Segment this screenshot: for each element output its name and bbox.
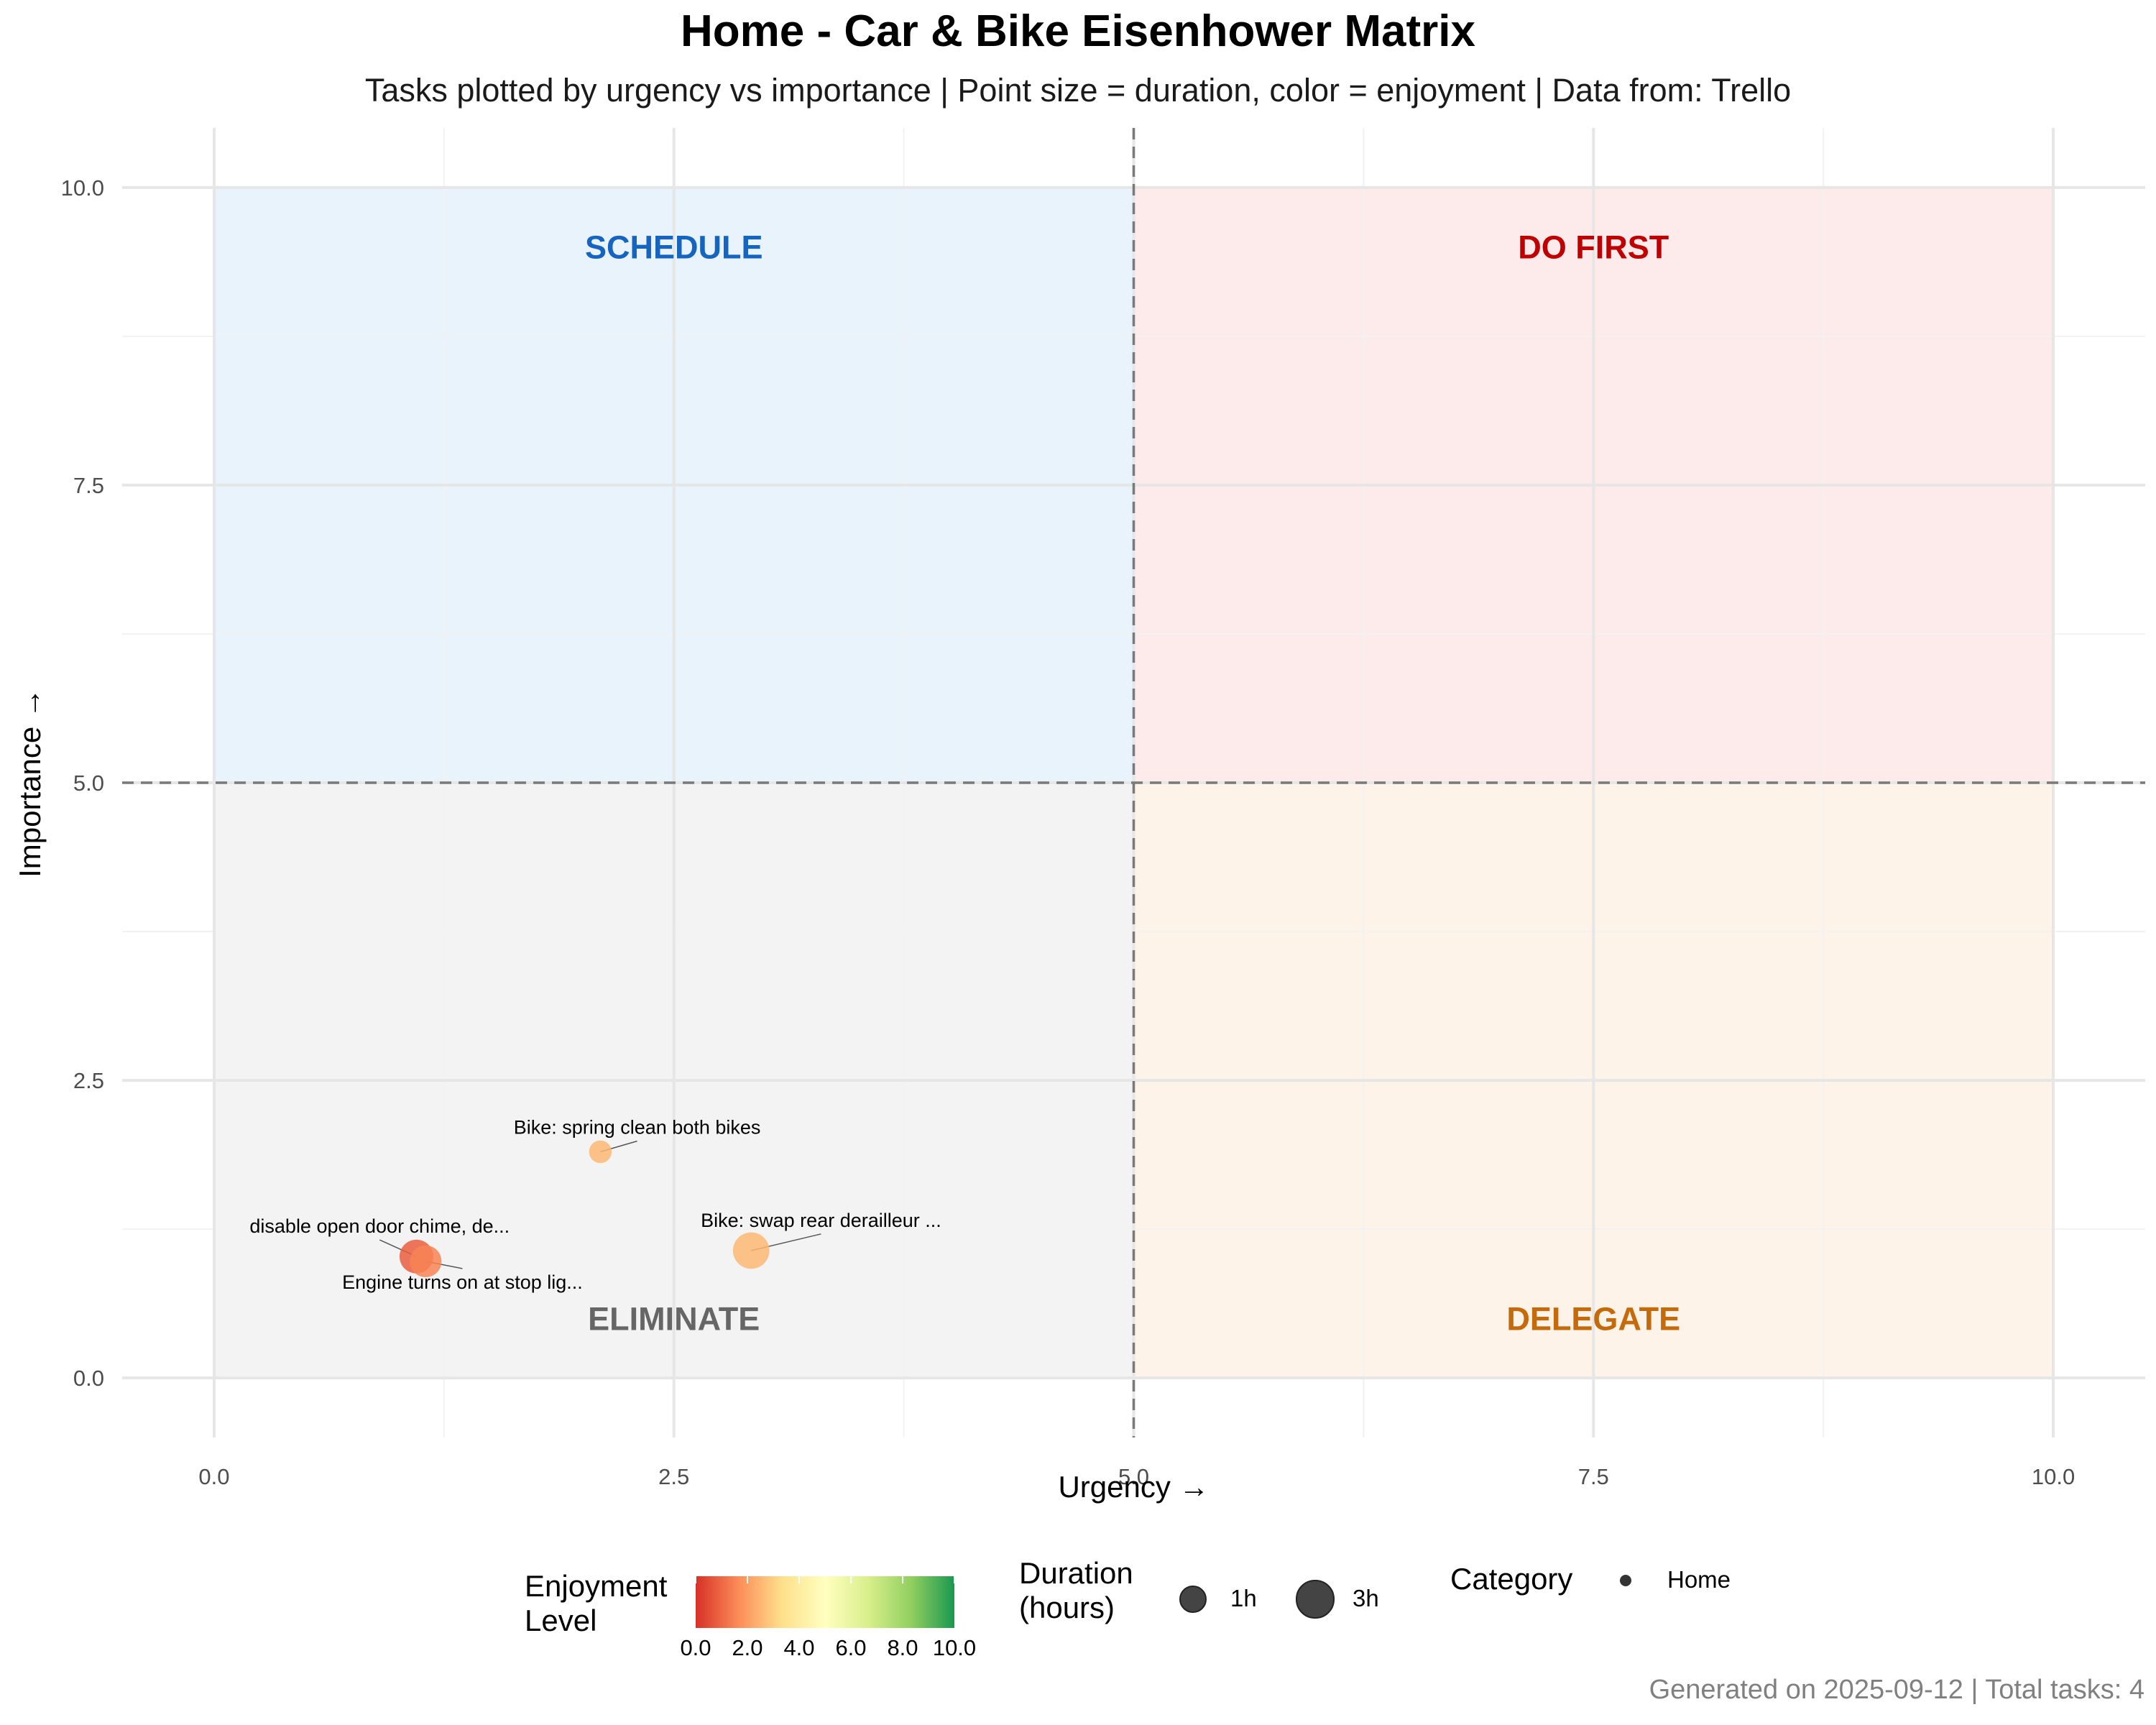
enjoyment-colorbar-ticks: 0.0 2.0 4.0 6.0 8.0 10.0 bbox=[680, 1576, 976, 1664]
quadrant-label-do-first: DO FIRST bbox=[1518, 229, 1669, 266]
quadrant-label-schedule: SCHEDULE bbox=[585, 229, 763, 266]
data-point bbox=[589, 1140, 612, 1164]
colorbar-tick-label: 8.0 bbox=[887, 1635, 918, 1660]
size-legend-circle bbox=[1179, 1586, 1207, 1613]
legend-area: Enjoyment Level 0.0 2.0 4.0 6.0 8.0 10.0 Dura… bbox=[0, 1549, 2156, 1660]
enjoyment-colorbar bbox=[696, 1576, 954, 1628]
size-legend-label: 3h bbox=[1353, 1585, 1379, 1611]
y-tick-label: 5.0 bbox=[73, 770, 104, 796]
size-legend-circle bbox=[1296, 1580, 1335, 1619]
chart-subtitle: Tasks plotted by urgency vs importance |… bbox=[364, 72, 1792, 109]
x-tick-label: 5.0 bbox=[1118, 1464, 1149, 1489]
y-tick-label: 10.0 bbox=[61, 175, 104, 201]
x-tick-label: 2.5 bbox=[658, 1464, 689, 1489]
size-legend-label: 1h bbox=[1230, 1585, 1257, 1611]
x-axis-title: Urgency → bbox=[1058, 1470, 1209, 1504]
colorbar-tick-label: 0.0 bbox=[680, 1635, 711, 1660]
chart-title: Home - Car & Bike Eisenhower Matrix bbox=[681, 6, 1475, 56]
y-tick-label: 7.5 bbox=[73, 473, 104, 498]
colorbar-tick-label: 6.0 bbox=[835, 1635, 867, 1660]
colorbar-tick-mark bbox=[747, 1576, 748, 1583]
scatter-chart: 0.0 2.5 5.0 7.5 10.0 0.0 2.5 5.0 7.5 10.0 Urgency … bbox=[13, 128, 2145, 1504]
data-point-label: Bike: swap rear derailleur ... bbox=[701, 1210, 941, 1231]
y-axis-title: Importance → bbox=[13, 688, 47, 878]
colorbar-tick-mark bbox=[902, 1576, 903, 1583]
x-tick-label: 7.5 bbox=[1578, 1464, 1609, 1489]
data-point bbox=[410, 1245, 442, 1278]
category-legend-label: Home bbox=[1667, 1566, 1731, 1593]
colorbar-tick-mark bbox=[798, 1576, 800, 1583]
legend-enjoyment-title: Enjoyment Level bbox=[525, 1569, 667, 1638]
category-legend-dot bbox=[1620, 1575, 1631, 1586]
legend-enjoyment-title-line1: Enjoyment bbox=[525, 1569, 668, 1603]
colorbar-tick-label: 2.0 bbox=[732, 1635, 763, 1660]
legend-enjoyment-title-line2: Level bbox=[525, 1604, 597, 1637]
quadrant-label-delegate: DELEGATE bbox=[1506, 1300, 1680, 1337]
legend-duration-title: Duration (hours) bbox=[1019, 1556, 1133, 1625]
legend-category-title: Category bbox=[1450, 1562, 1573, 1596]
legend-duration-title-line1: Duration bbox=[1019, 1556, 1133, 1590]
y-tick-label: 0.0 bbox=[73, 1366, 104, 1391]
category-shape-legend: Home bbox=[1610, 1549, 1825, 1657]
colorbar-tick-mark bbox=[850, 1576, 852, 1583]
colorbar-tick-mark bbox=[695, 1576, 696, 1583]
colorbar-tick-label: 10.0 bbox=[932, 1635, 977, 1660]
legend-duration-title-line2: (hours) bbox=[1019, 1591, 1115, 1624]
data-point bbox=[732, 1232, 770, 1269]
x-tick-label: 0.0 bbox=[198, 1464, 229, 1489]
y-tick-label: 2.5 bbox=[73, 1068, 104, 1093]
quadrant-label-eliminate: ELIMINATE bbox=[588, 1300, 760, 1337]
data-point-label: Bike: spring clean both bikes bbox=[514, 1117, 761, 1138]
data-point-label: Engine turns on at stop lig... bbox=[342, 1271, 583, 1293]
chart-caption: Generated on 2025-09-12 | Total tasks: 4 bbox=[1649, 1675, 2145, 1705]
x-tick-label: 10.0 bbox=[2032, 1464, 2075, 1489]
duration-size-legend: 1h 3h bbox=[1164, 1549, 1409, 1657]
colorbar-tick-label: 4.0 bbox=[783, 1635, 815, 1660]
data-point-label: disable open door chime, de... bbox=[249, 1215, 510, 1237]
colorbar-tick-mark bbox=[954, 1576, 955, 1583]
